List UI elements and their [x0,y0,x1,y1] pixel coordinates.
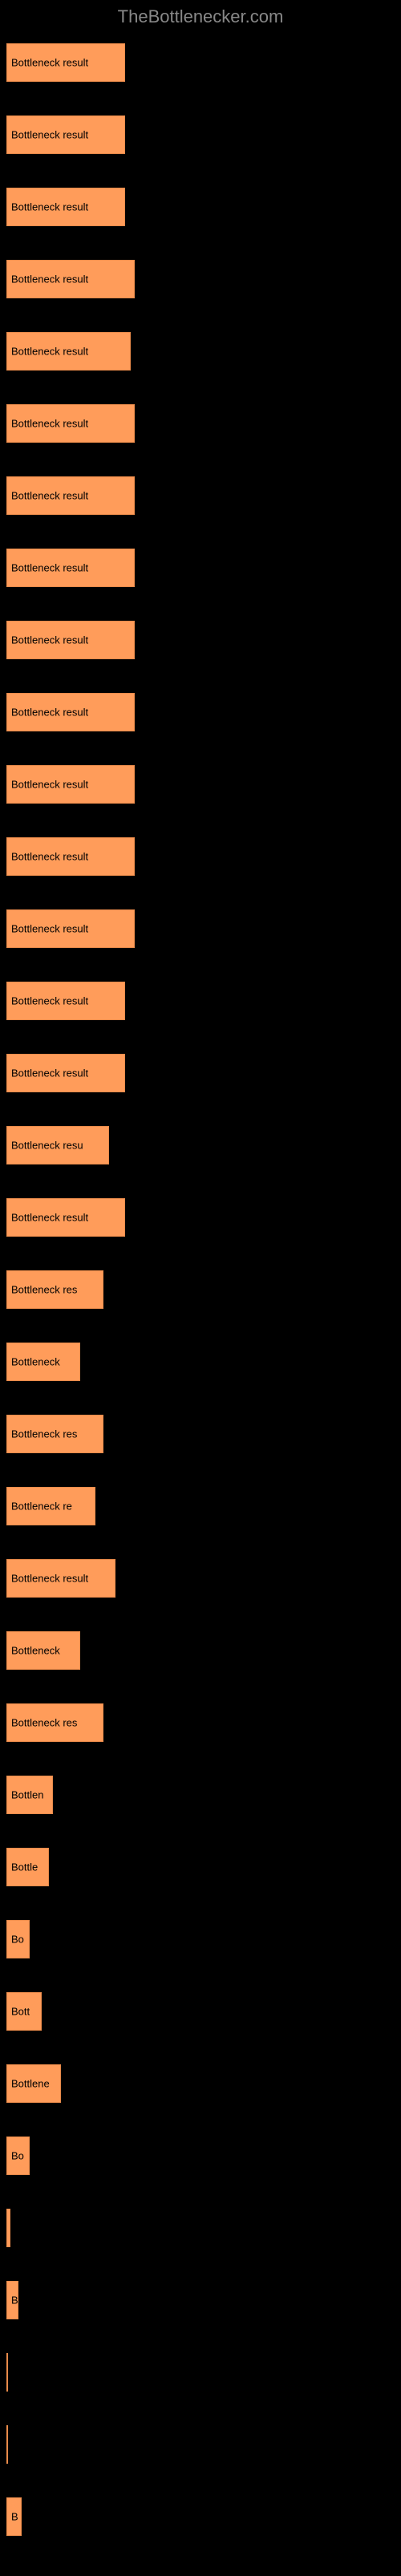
chart-row: Bottleneck result [6,765,395,804]
chart-bar-label: B [11,2295,18,2307]
chart-bar [6,2353,8,2392]
chart-bar-label: Bottle [11,1861,38,1873]
chart-bar-label: Bottleneck result [11,923,88,935]
chart-bar-label: Bottleneck result [11,129,88,141]
chart-row: Bo [6,2137,395,2175]
chart-row: Bottleneck result [6,404,395,443]
chart-row: Bottlene [6,2064,395,2103]
chart-row: Bottleneck res [6,1415,395,1453]
chart-bar-label: Bottleneck res [11,1284,77,1296]
chart-bar-label: Bottleneck resu [11,1140,83,1152]
chart-row: Bottleneck result [6,332,395,371]
chart-row: Bottleneck result [6,1559,395,1598]
chart-bar-label: Bottleneck re [11,1501,72,1513]
site-header: TheBottlenecker.com [6,6,395,27]
chart-row: Bottleneck result [6,549,395,587]
chart-bar-label: Bottleneck result [11,634,88,646]
chart-row: Bottleneck result [6,982,395,1020]
chart-bar-label: B [11,2511,18,2523]
chart-row: Bottleneck result [6,260,395,298]
chart-row: Bottleneck [6,1631,395,1670]
chart-row: Bottleneck result [6,693,395,731]
bottleneck-chart: Bottleneck result Bottleneck result Bottle… [6,43,395,2536]
chart-bar-label: Bottleneck result [11,779,88,791]
chart-row: Bott [6,1992,395,2031]
chart-bar-label: Bottleneck result [11,1573,88,1585]
chart-row: Bottleneck result [6,621,395,659]
chart-row [6,2209,395,2247]
chart-bar-label: Bottleneck result [11,201,88,213]
chart-row: Bottlen [6,1776,395,1814]
chart-bar-label: Bottlen [11,1789,43,1801]
chart-row: Bottleneck result [6,1198,395,1237]
chart-bar-label: Bottleneck result [11,490,88,502]
chart-row: B [6,2497,395,2536]
chart-bar-label: Bo [11,1934,24,1946]
chart-bar [6,2209,10,2247]
chart-row: Bottleneck result [6,476,395,515]
site-title: TheBottlenecker.com [118,6,284,26]
chart-row: Bottleneck re [6,1487,395,1525]
chart-bar-label: Bottleneck result [11,707,88,719]
chart-row: Bottleneck result [6,43,395,82]
chart-row: Bottleneck result [6,115,395,154]
chart-row: Bottleneck res [6,1703,395,1742]
chart-row: Bottleneck res [6,1270,395,1309]
chart-bar-label: Bottlene [11,2078,50,2090]
chart-row: Bottleneck result [6,837,395,876]
chart-bar-label: Bottleneck result [11,851,88,863]
chart-bar-label: Bo [11,2150,24,2162]
chart-bar-label: Bottleneck [11,1645,60,1657]
chart-row: B [6,2281,395,2319]
chart-bar [6,2425,8,2464]
chart-bar-label: Bottleneck res [11,1428,77,1440]
chart-row: Bottleneck [6,1343,395,1381]
chart-row: Bottleneck result [6,188,395,226]
chart-bar-label: Bott [11,2006,30,2018]
chart-row: Bottle [6,1848,395,1886]
chart-bar-label: Bottleneck result [11,273,88,286]
chart-bar-label: Bottleneck result [11,1067,88,1079]
chart-row: Bottleneck resu [6,1126,395,1164]
chart-bar-label: Bottleneck result [11,1212,88,1224]
chart-row [6,2353,395,2392]
chart-row: Bo [6,1920,395,1958]
chart-row: Bottleneck result [6,909,395,948]
chart-row [6,2425,395,2464]
chart-bar-label: Bottleneck result [11,57,88,69]
chart-bar-label: Bottleneck result [11,562,88,574]
chart-row: Bottleneck result [6,1054,395,1092]
chart-bar-label: Bottleneck result [11,995,88,1007]
chart-bar-label: Bottleneck result [11,418,88,430]
chart-bar-label: Bottleneck res [11,1717,77,1729]
chart-bar-label: Bottleneck result [11,346,88,358]
chart-bar-label: Bottleneck [11,1356,60,1368]
